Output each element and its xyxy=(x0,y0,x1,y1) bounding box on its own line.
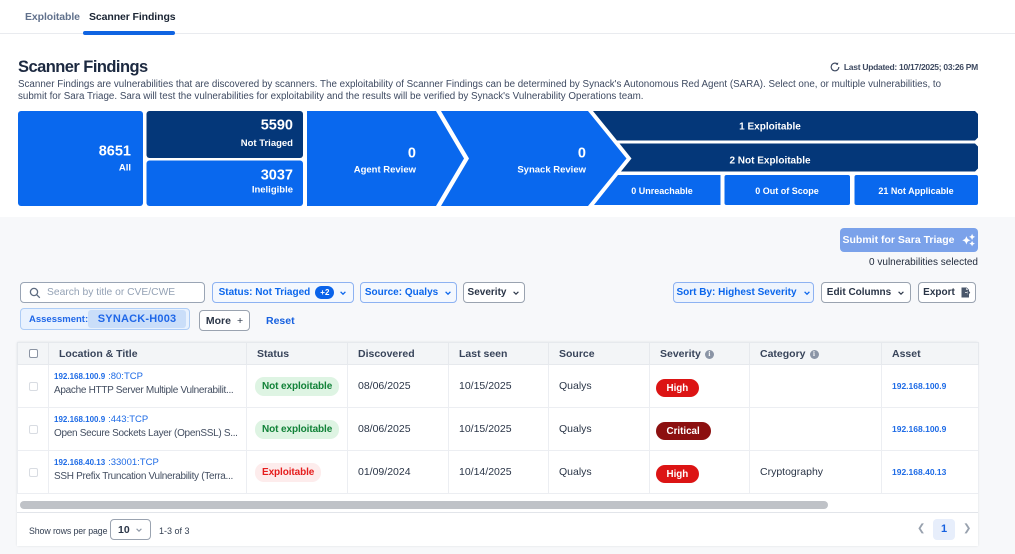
svg-text:8651: 8651 xyxy=(99,144,131,160)
svg-text:0: 0 xyxy=(578,145,586,161)
svg-text:0 Out of Scope: 0 Out of Scope xyxy=(755,186,819,196)
svg-text:3037: 3037 xyxy=(261,168,293,184)
svg-text:0 Unreachable: 0 Unreachable xyxy=(631,186,693,196)
svg-text:2 Not Exploitable: 2 Not Exploitable xyxy=(729,156,811,167)
svg-text:All: All xyxy=(119,163,131,174)
svg-text:Ineligible: Ineligible xyxy=(252,185,293,196)
svg-text:5590: 5590 xyxy=(261,118,293,134)
svg-text:21 Not Applicable: 21 Not Applicable xyxy=(878,186,953,196)
svg-text:1 Exploitable: 1 Exploitable xyxy=(739,122,801,133)
svg-text:Synack Review: Synack Review xyxy=(517,164,586,175)
svg-text:Agent Review: Agent Review xyxy=(354,164,417,175)
svg-text:0: 0 xyxy=(408,145,416,161)
svg-text:Not Triaged: Not Triaged xyxy=(241,138,293,149)
